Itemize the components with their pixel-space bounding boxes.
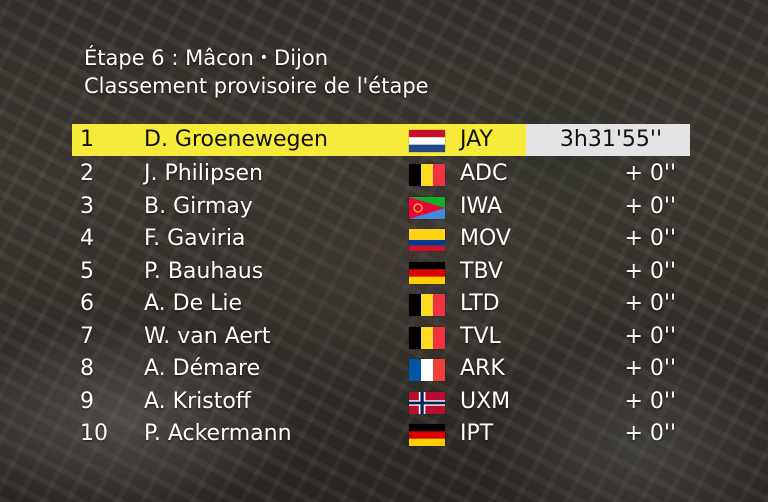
rider-name: A. Démare — [144, 356, 261, 381]
ranking-row: 10 P. Ackermann IPT + 0'' — [72, 418, 690, 451]
time-gap: + 0'' — [624, 258, 676, 284]
france-flag-icon — [409, 359, 445, 381]
time-gap: + 0'' — [624, 226, 676, 251]
rank-position: 9 — [80, 388, 94, 414]
norway-flag-icon — [409, 391, 445, 414]
stage-header: Étape 6 : Mâcon • Dijon Classement proviso… — [84, 44, 429, 100]
team-code: LTD — [460, 291, 500, 316]
eritrea-flag-icon — [409, 196, 445, 219]
team-code: UXM — [460, 388, 511, 414]
stage-finish: Dijon — [274, 46, 329, 70]
ranking-row: 2 J. Philipsen ADC + 0'' — [72, 158, 690, 191]
team-code: MOV — [460, 226, 511, 251]
time-gap: + 0'' — [624, 388, 676, 414]
rider-name: F. Gaviria — [144, 226, 246, 251]
time-gap: + 0'' — [624, 291, 676, 316]
belgium-flag-icon — [409, 294, 445, 316]
time-gap: + 0'' — [624, 323, 676, 349]
netherlands-flag-icon — [409, 130, 445, 152]
ranking-row: 5 P. Bauhaus TBV + 0'' — [72, 256, 690, 289]
rider-name: D. Groenewegen — [144, 127, 328, 152]
team-code: ARK — [460, 356, 505, 381]
ranking-row: 6 A. De Lie LTD + 0'' — [72, 288, 690, 321]
ranking-row: 8 A. Démare ARK + 0'' — [72, 353, 690, 386]
rank-position: 3 — [80, 193, 94, 219]
ranking-row: 3 B. Girmay IWA + 0'' — [72, 191, 690, 224]
colombia-flag-icon — [409, 229, 445, 251]
team-code: JAY — [460, 127, 493, 152]
belgium-flag-icon — [409, 164, 445, 186]
separator-dot: • — [259, 50, 269, 66]
finish-time: 3h31'55'' — [559, 127, 662, 152]
rank-position: 5 — [80, 258, 94, 284]
ranking-row: 7 W. van Aert TVL + 0'' — [72, 321, 690, 354]
team-code: ADC — [460, 161, 508, 186]
time-gap: + 0'' — [624, 421, 676, 446]
rider-name: W. van Aert — [144, 323, 271, 349]
team-code: TVL — [460, 323, 501, 349]
time-gap: + 0'' — [624, 193, 676, 219]
rider-name: P. Bauhaus — [144, 258, 264, 284]
germany-flag-icon — [409, 424, 445, 446]
team-code: IPT — [460, 421, 494, 446]
team-code: IWA — [460, 193, 503, 219]
ranking-row: 9 A. Kristoff UXM + 0'' — [72, 386, 690, 419]
ranking-row: 4 F. Gaviria MOV + 0'' — [72, 223, 690, 256]
stage-ranking-table: 1 D. Groenewegen JAY 3h31'55'' 2 J. Phil… — [72, 124, 690, 451]
stage-title: Étape 6 : Mâcon • Dijon — [84, 44, 429, 72]
rider-name: B. Girmay — [144, 193, 253, 219]
rider-name: A. De Lie — [144, 291, 243, 316]
rank-position: 2 — [80, 161, 94, 186]
time-gap: + 0'' — [624, 161, 676, 186]
rank-position: 10 — [80, 421, 108, 446]
rank-position: 8 — [80, 356, 94, 381]
classification-subtitle: Classement provisoire de l'étape — [84, 74, 429, 98]
leader-highlight-bar — [72, 124, 526, 156]
rank-position: 6 — [80, 291, 94, 316]
belgium-flag-icon — [409, 326, 445, 349]
time-gap: + 0'' — [624, 356, 676, 381]
rider-name: J. Philipsen — [144, 161, 263, 186]
rider-name: P. Ackermann — [144, 421, 292, 446]
ranking-row-leader: 1 D. Groenewegen JAY 3h31'55'' — [72, 124, 690, 156]
leader-time-box — [526, 124, 690, 156]
stage-start: Étape 6 : Mâcon — [84, 46, 254, 70]
team-code: TBV — [460, 258, 503, 284]
germany-flag-icon — [409, 261, 445, 284]
rider-name: A. Kristoff — [144, 388, 251, 414]
rank-position: 7 — [80, 323, 94, 349]
rank-position: 1 — [80, 127, 94, 152]
rank-position: 4 — [80, 226, 94, 251]
